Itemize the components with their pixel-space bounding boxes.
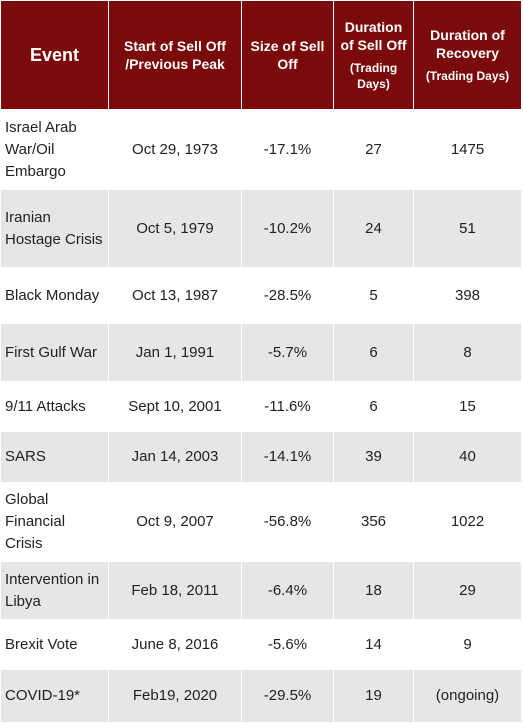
event-cell: SARS xyxy=(0,431,109,483)
header-cell: Start of Sell Off /Previous Peak xyxy=(108,0,242,110)
event-cell: Israel Arab War/Oil Embargo xyxy=(0,109,109,190)
data-cell: 29 xyxy=(413,561,522,620)
data-cell: 24 xyxy=(333,189,414,268)
event-cell: Black Monday xyxy=(0,267,109,324)
header-title: Event xyxy=(29,45,80,65)
table-row: Black Monday Oct 13, 1987 -28.5% 5 398 xyxy=(0,267,522,324)
header-cell: Duration of Recovery (Trading Days) xyxy=(413,0,522,110)
data-cell: 51 xyxy=(413,189,522,268)
data-cell: -11.6% xyxy=(241,381,334,432)
data-cell: Oct 13, 1987 xyxy=(108,267,242,324)
data-cell: 15 xyxy=(413,381,522,432)
data-cell: -56.8% xyxy=(241,482,334,562)
data-cell: -14.1% xyxy=(241,431,334,483)
table-row: Intervention in Libya Feb 18, 2011 -6.4% 18… xyxy=(0,561,522,620)
data-cell: Oct 29, 1973 xyxy=(108,109,242,190)
data-cell: -17.1% xyxy=(241,109,334,190)
table-row: Brexit Vote June 8, 2016 -5.6% 14 9 xyxy=(0,619,522,670)
header-note: (Trading Days) xyxy=(425,69,510,83)
header-title: Start of Sell Off /Previous Peak xyxy=(124,38,226,72)
data-cell: 6 xyxy=(333,381,414,432)
event-cell: 9/11 Attacks xyxy=(0,381,109,432)
data-cell: (ongoing) xyxy=(413,669,522,723)
data-cell: 5 xyxy=(333,267,414,324)
header-cell: Event xyxy=(0,0,109,110)
data-cell: 398 xyxy=(413,267,522,324)
table-row: Israel Arab War/Oil Embargo Oct 29, 1973-… xyxy=(0,109,522,190)
data-cell: -6.4% xyxy=(241,561,334,620)
header-title: Size of Sell Off xyxy=(250,38,325,72)
data-cell: -5.7% xyxy=(241,323,334,382)
table-body: Israel Arab War/Oil Embargo Oct 29, 1973-… xyxy=(0,109,522,723)
header-row: Event Start of Sell Off /Previous Peak Siz… xyxy=(0,0,522,110)
data-cell: 27 xyxy=(333,109,414,190)
data-cell: 40 xyxy=(413,431,522,483)
event-cell: Iranian Hostage Crisis xyxy=(0,189,109,268)
data-cell: Sept 10, 2001 xyxy=(108,381,242,432)
event-cell: First Gulf War xyxy=(0,323,109,382)
data-cell: 18 xyxy=(333,561,414,620)
data-cell: Oct 9, 2007 xyxy=(108,482,242,562)
table-row: Iranian Hostage Crisis Oct 5, 1979 -10.2% 2… xyxy=(0,189,522,268)
table-row: First Gulf War Jan 1, 1991 -5.7% 6 8 xyxy=(0,323,522,382)
data-cell: 6 xyxy=(333,323,414,382)
data-cell: -5.6% xyxy=(241,619,334,670)
data-cell: 1022 xyxy=(413,482,522,562)
data-cell: Feb19, 2020 xyxy=(108,669,242,723)
header-cell: Duration of Sell Off (Trading Days) xyxy=(333,0,414,110)
data-cell: 9 xyxy=(413,619,522,670)
header-title: Duration of Recovery xyxy=(430,27,505,61)
data-cell: -29.5% xyxy=(241,669,334,723)
event-cell: COVID-19* xyxy=(0,669,109,723)
data-cell: Oct 5, 1979 xyxy=(108,189,242,268)
event-cell: Global Financial Crisis xyxy=(0,482,109,562)
table-row: COVID-19* Feb19, 2020 -29.5% 19 (ongoing) xyxy=(0,669,522,723)
data-cell: 1475 xyxy=(413,109,522,190)
data-cell: 14 xyxy=(333,619,414,670)
data-cell: Jan 1, 1991 xyxy=(108,323,242,382)
header-title: Duration of Sell Off xyxy=(340,19,407,53)
data-cell: 19 xyxy=(333,669,414,723)
header-cell: Size of Sell Off xyxy=(241,0,334,110)
data-cell: 8 xyxy=(413,323,522,382)
table-row: Global Financial Crisis Oct 9, 2007 -56.8%… xyxy=(0,482,522,562)
table-row: SARS Jan 14, 2003 -14.1% 39 40 xyxy=(0,431,522,483)
data-cell: -28.5% xyxy=(241,267,334,324)
data-cell: Feb 18, 2011 xyxy=(108,561,242,620)
data-cell: Jan 14, 2003 xyxy=(108,431,242,483)
header-note: (Trading Days) xyxy=(349,61,398,91)
data-cell: -10.2% xyxy=(241,189,334,268)
data-cell: 356 xyxy=(333,482,414,562)
data-cell: 39 xyxy=(333,431,414,483)
data-cell: June 8, 2016 xyxy=(108,619,242,670)
table-row: 9/11 Attacks Sept 10, 2001 -11.6% 6 15 xyxy=(0,381,522,432)
event-cell: Intervention in Libya xyxy=(0,561,109,620)
event-cell: Brexit Vote xyxy=(0,619,109,670)
